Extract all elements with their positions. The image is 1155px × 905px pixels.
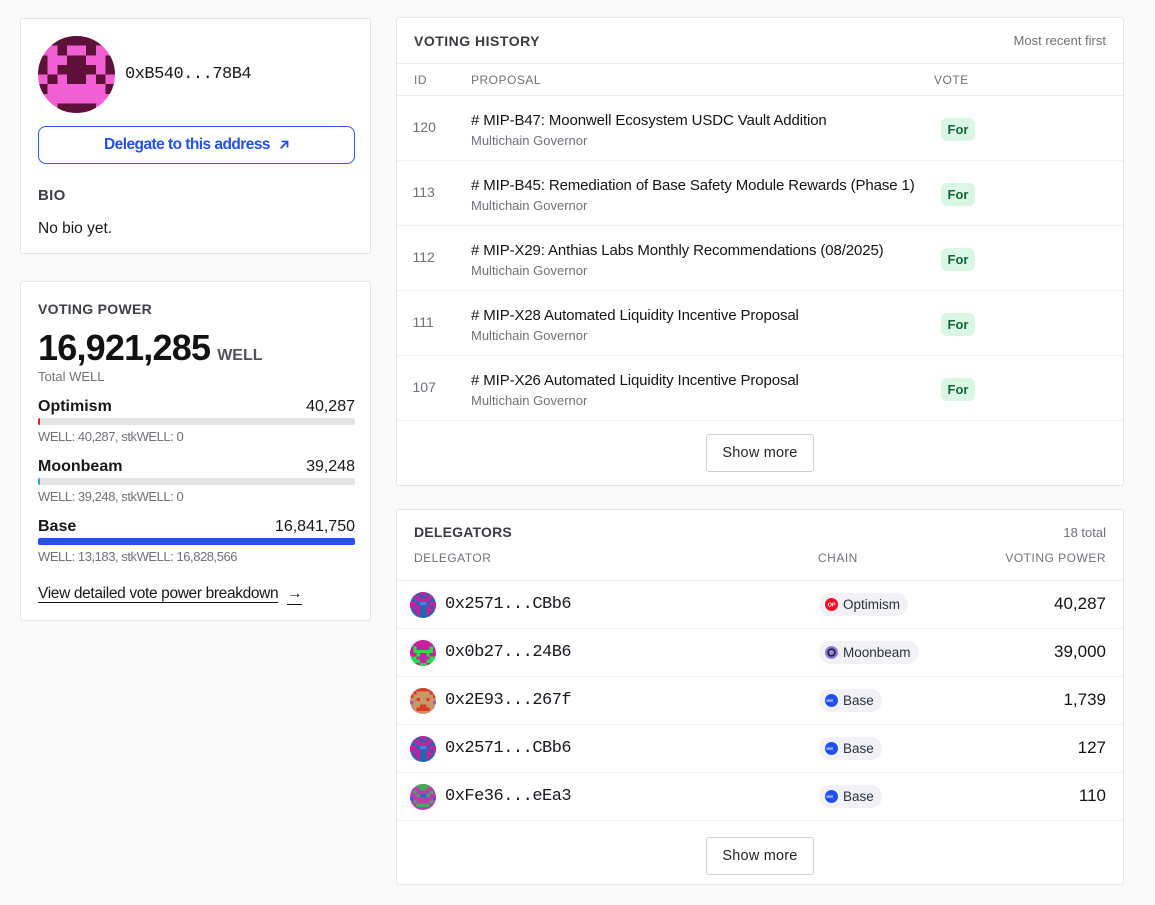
svg-text:OP: OP bbox=[828, 603, 836, 609]
